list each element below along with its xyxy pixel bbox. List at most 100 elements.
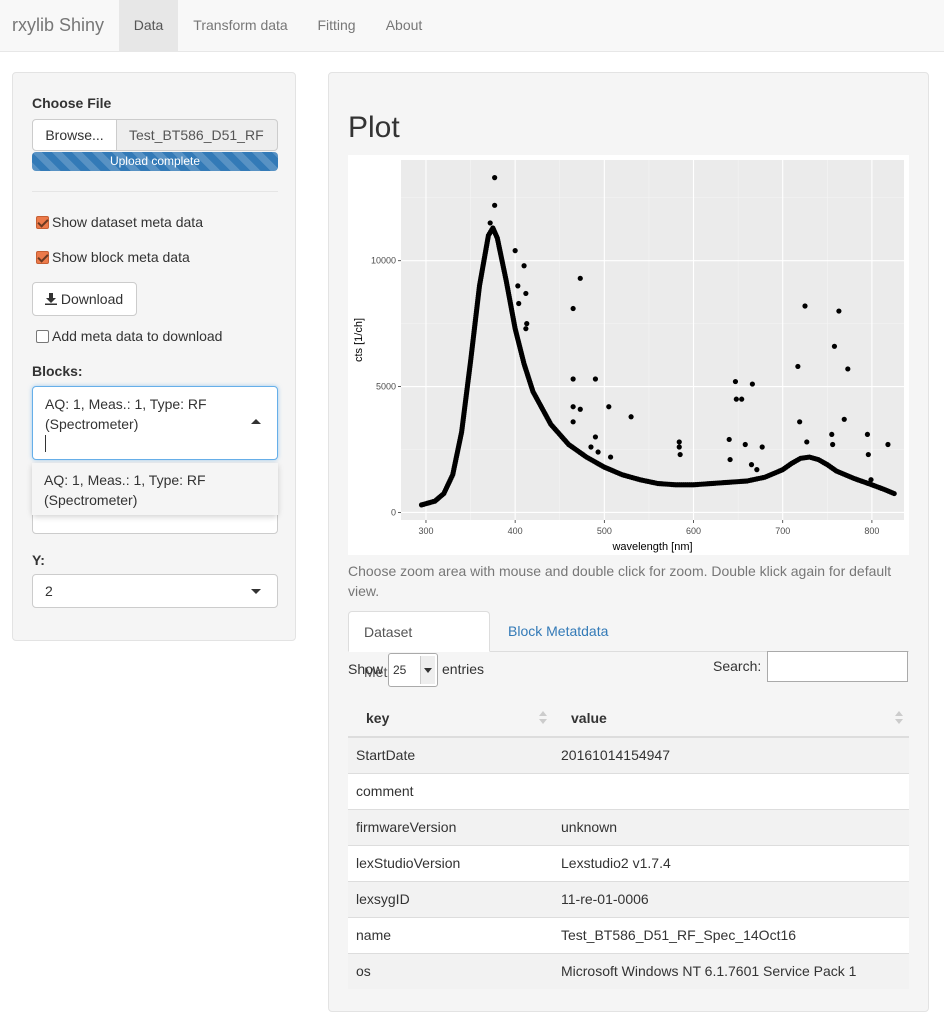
data-point bbox=[595, 449, 601, 455]
cell-value: Lexstudio2 v1.7.4 bbox=[553, 844, 909, 881]
data-point bbox=[759, 444, 765, 450]
entries-select[interactable]: 25 bbox=[388, 653, 438, 687]
nav-tab-fitting[interactable]: Fitting bbox=[303, 0, 370, 51]
entries-select-value: 25 bbox=[393, 663, 407, 677]
show-block-meta-checkbox[interactable] bbox=[36, 251, 49, 264]
data-point bbox=[733, 396, 739, 402]
data-point bbox=[739, 396, 745, 402]
data-point bbox=[516, 300, 522, 307]
x-tick-label: 400 bbox=[508, 526, 523, 536]
y-tick-label: 5000 bbox=[376, 382, 396, 392]
blocks-select[interactable]: AQ: 1, Meas.: 1, Type: RF (Spectrometer) bbox=[32, 386, 278, 460]
data-point bbox=[830, 441, 836, 448]
data-point bbox=[726, 436, 732, 443]
table-row: lexsygID 11-re-01-0006 bbox=[348, 880, 909, 917]
x-axis-title: wavelength [nm] bbox=[611, 541, 692, 553]
y-axis-title: cts [1/ch] bbox=[353, 318, 365, 362]
header-value-label: value bbox=[571, 709, 607, 726]
cell-value: 20161014154947 bbox=[553, 736, 909, 773]
data-point bbox=[795, 363, 801, 370]
plot-area[interactable]: 300 400 500 600 700 800 0 5000 10000 wavelength [… bbox=[348, 155, 909, 555]
blocks-option-label: AQ: 1, Meas.: 1, Type: RF (Spectrometer) bbox=[44, 472, 206, 508]
add-meta-checkbox[interactable] bbox=[36, 330, 49, 343]
cell-key: lexsygID bbox=[348, 880, 553, 917]
nav-tab-about[interactable]: About bbox=[370, 0, 438, 51]
x-tick-label: 600 bbox=[686, 526, 701, 536]
cell-value: Microsoft Windows NT 6.1.7601 Service Pa… bbox=[553, 952, 909, 989]
data-point bbox=[524, 321, 530, 327]
x-tick-label: 700 bbox=[775, 526, 790, 536]
cell-key: lexStudioVersion bbox=[348, 844, 553, 881]
blocks-dropdown-option[interactable]: AQ: 1, Meas.: 1, Type: RF (Spectrometer) bbox=[32, 463, 278, 515]
tabs-baseline bbox=[348, 651, 909, 652]
x-tick-label: 800 bbox=[864, 526, 879, 536]
nav-tab-transform-label: Transform data bbox=[193, 17, 288, 33]
nav-tab-fitting-label: Fitting bbox=[317, 17, 356, 33]
header-value[interactable]: value bbox=[553, 699, 909, 738]
data-point bbox=[802, 303, 808, 309]
blocks-select-value: AQ: 1, Meas.: 1, Type: RF (Spectrometer) bbox=[45, 396, 207, 432]
y-label: Y: bbox=[32, 552, 45, 568]
header-key[interactable]: key bbox=[348, 699, 553, 738]
browse-button-label: Browse... bbox=[45, 127, 104, 143]
chevron-down-icon bbox=[251, 589, 261, 594]
data-point bbox=[864, 431, 871, 438]
cell-key: name bbox=[348, 916, 553, 953]
show-block-meta-label: Show block meta data bbox=[52, 249, 190, 265]
data-point bbox=[732, 378, 739, 385]
data-point bbox=[577, 275, 583, 281]
search-input[interactable] bbox=[767, 651, 908, 682]
cell-value: unknown bbox=[553, 808, 909, 845]
browse-button[interactable]: Browse... bbox=[32, 119, 117, 151]
sort-icon bbox=[539, 711, 547, 725]
x-tick-label: 300 bbox=[418, 526, 433, 536]
sidebar-panel: Choose File Browse... Test_BT586_D51_RF … bbox=[12, 72, 296, 641]
data-point bbox=[577, 406, 583, 412]
data-point bbox=[677, 451, 683, 458]
table-row: comment bbox=[348, 772, 909, 809]
cell-value bbox=[553, 772, 909, 809]
cell-value: 11-re-01-0006 bbox=[553, 880, 909, 917]
data-point bbox=[868, 477, 874, 483]
upload-status-text: Upload complete bbox=[109, 154, 201, 168]
app-brand[interactable]: rxylib Shiny bbox=[12, 15, 105, 35]
choose-file-label: Choose File bbox=[32, 95, 112, 111]
nav-tab-data[interactable]: Data bbox=[119, 0, 178, 51]
cell-key: comment bbox=[348, 772, 553, 809]
nav-tab-transform-data[interactable]: Transform data bbox=[178, 0, 303, 51]
file-name-field: Test_BT586_D51_RF bbox=[116, 119, 278, 151]
divider bbox=[32, 191, 278, 192]
data-point bbox=[797, 419, 803, 425]
data-point bbox=[865, 451, 871, 458]
table-row: StartDate 20161014154947 bbox=[348, 736, 909, 773]
blocks-dropdown-menu: AQ: 1, Meas.: 1, Type: RF (Spectrometer) bbox=[32, 463, 278, 515]
upload-progress-bar: Upload complete bbox=[32, 152, 278, 171]
data-point bbox=[727, 456, 733, 463]
data-point bbox=[804, 439, 810, 445]
tab-dataset-metadata[interactable]: Dataset Metadata bbox=[348, 611, 490, 680]
table-row: lexStudioVersion Lexstudio2 v1.7.4 bbox=[348, 844, 909, 881]
data-point bbox=[885, 441, 891, 448]
search-label: Search: bbox=[713, 658, 762, 674]
cell-key: firmwareVersion bbox=[348, 808, 553, 845]
data-point bbox=[570, 305, 576, 312]
nav-tab-data-label: Data bbox=[133, 17, 164, 33]
download-button[interactable]: Download bbox=[32, 282, 137, 316]
show-dataset-meta-checkbox[interactable] bbox=[36, 216, 49, 229]
data-point bbox=[492, 175, 498, 181]
plot-title: Plot bbox=[348, 111, 400, 144]
download-button-label: Download bbox=[60, 291, 124, 307]
data-point bbox=[592, 376, 599, 382]
cell-key: StartDate bbox=[348, 736, 553, 773]
blocks-text-cursor bbox=[45, 435, 46, 452]
data-point bbox=[523, 326, 529, 332]
data-point bbox=[676, 444, 682, 450]
scatter-chart[interactable]: 300 400 500 600 700 800 0 5000 10000 wavelength [… bbox=[348, 155, 909, 555]
x-tick-label: 500 bbox=[597, 526, 612, 536]
tab-block-metadata[interactable]: Block Metatdata bbox=[493, 611, 623, 652]
chevron-up-icon bbox=[251, 419, 261, 424]
y-tick-label: 10000 bbox=[371, 256, 396, 266]
data-point bbox=[515, 283, 521, 289]
metadata-table: key value StartDate 20161014154947 comme… bbox=[348, 699, 909, 989]
y-select[interactable]: 2 bbox=[32, 574, 278, 608]
